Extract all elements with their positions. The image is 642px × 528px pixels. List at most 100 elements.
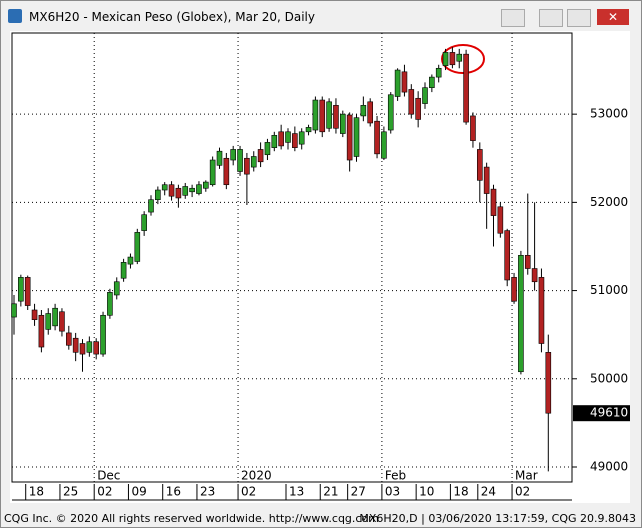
candle-body — [148, 199, 154, 213]
title-bar: MX6H20 - Mexican Peso (Globex), Mar 20, … — [1, 1, 641, 31]
candle-body — [155, 189, 161, 201]
candle-body — [175, 187, 182, 199]
candle-body — [545, 352, 552, 414]
plot-frame — [11, 32, 573, 483]
x-tick-label: 27 — [351, 485, 366, 499]
candle-body — [333, 105, 339, 129]
candle-body — [230, 149, 236, 161]
month-label: 2020 — [241, 469, 272, 483]
candle-body — [120, 262, 127, 279]
candle-body — [353, 117, 360, 157]
candle-body — [189, 187, 195, 193]
candle-body — [511, 277, 517, 302]
candle-body — [367, 101, 374, 124]
candle-body — [442, 52, 449, 66]
candle-body — [11, 303, 17, 318]
candle-body — [237, 149, 243, 172]
x-tick-label: 13 — [289, 485, 304, 499]
candle-body — [538, 277, 545, 344]
x-tick-label: 02 — [515, 485, 530, 499]
footer-left: CQG Inc. © 2020 All rights reserved worl… — [4, 512, 379, 525]
candle-body — [449, 52, 456, 66]
y-tick-label: 52000 — [590, 195, 628, 209]
candle-body — [278, 131, 284, 147]
y-tick-label: 50000 — [590, 371, 628, 385]
x-tick-label: 02 — [97, 485, 112, 499]
x-tick-label: 02 — [241, 485, 256, 499]
candle-body — [168, 184, 175, 197]
candle-body — [285, 131, 291, 143]
candle-body — [463, 53, 469, 123]
candle-body — [257, 149, 264, 163]
candle-body — [216, 150, 223, 166]
close-button[interactable]: ✕ — [597, 9, 629, 25]
candle-body — [86, 341, 93, 353]
candle-body — [490, 188, 497, 216]
candle-body — [531, 268, 538, 283]
x-tick-label: 18 — [453, 485, 468, 499]
maximize-button[interactable] — [567, 9, 591, 27]
x-tick-label: 21 — [323, 485, 338, 499]
candle-body — [38, 314, 45, 348]
footer-right: MX6H20,D | 03/06/2020 13:17:59, CQG 20.9… — [359, 512, 636, 525]
candle-body — [346, 114, 353, 161]
candle-body — [250, 156, 257, 168]
window-title: MX6H20 - Mexican Peso (Globex), Mar 20, … — [29, 10, 315, 24]
candle-body — [435, 67, 442, 78]
candle-body — [401, 71, 408, 93]
candle-body — [93, 341, 99, 355]
candle-body — [127, 256, 134, 265]
candle-body — [312, 99, 319, 131]
candle-body — [244, 157, 250, 175]
candle-body — [66, 332, 72, 346]
x-tick-label: 09 — [131, 485, 146, 499]
candle-body — [52, 307, 58, 327]
candle-body — [387, 94, 394, 131]
candle-body — [24, 277, 31, 306]
candle-body — [107, 292, 113, 316]
x-tick-label: 25 — [63, 485, 78, 499]
candle-body — [518, 254, 524, 373]
candle-body — [45, 313, 52, 330]
candle-body — [326, 101, 332, 129]
x-tick-label: 24 — [481, 485, 496, 499]
candle-body — [497, 206, 504, 234]
candle-body — [100, 314, 106, 355]
candle-body — [264, 142, 271, 156]
candle-body — [292, 133, 298, 148]
minimize-button[interactable] — [539, 9, 563, 27]
month-label: Mar — [515, 469, 538, 483]
attach-button[interactable] — [501, 9, 525, 27]
candle-body — [141, 214, 147, 231]
y-tick-label: 51000 — [590, 283, 628, 297]
y-tick-label: 53000 — [590, 107, 628, 121]
last-price-box — [573, 405, 630, 422]
candle-body — [134, 232, 141, 262]
candle-body — [223, 157, 230, 186]
candle-body — [476, 149, 483, 181]
candle-body — [339, 113, 346, 134]
x-tick-label: 10 — [419, 485, 434, 499]
candle-body — [31, 309, 38, 320]
candle-body — [196, 184, 202, 194]
candle-body — [483, 166, 490, 194]
x-tick-label: 18 — [29, 485, 44, 499]
candle-body — [470, 115, 476, 141]
candle-body — [408, 89, 415, 115]
candle-body — [209, 159, 216, 186]
candle-body — [319, 99, 326, 133]
candle-body — [429, 76, 435, 88]
x-tick-label: 23 — [200, 485, 215, 499]
y-tick-label: 49000 — [590, 460, 628, 474]
candle-body — [524, 254, 531, 269]
candle-body — [394, 69, 401, 97]
candle-body — [72, 337, 79, 353]
candle-body — [271, 135, 278, 148]
candle-body — [381, 131, 387, 159]
candle-body — [374, 120, 380, 155]
candle-body — [59, 311, 65, 332]
candle-body — [360, 105, 367, 117]
window-icon — [8, 9, 22, 23]
month-label: Feb — [385, 469, 406, 483]
